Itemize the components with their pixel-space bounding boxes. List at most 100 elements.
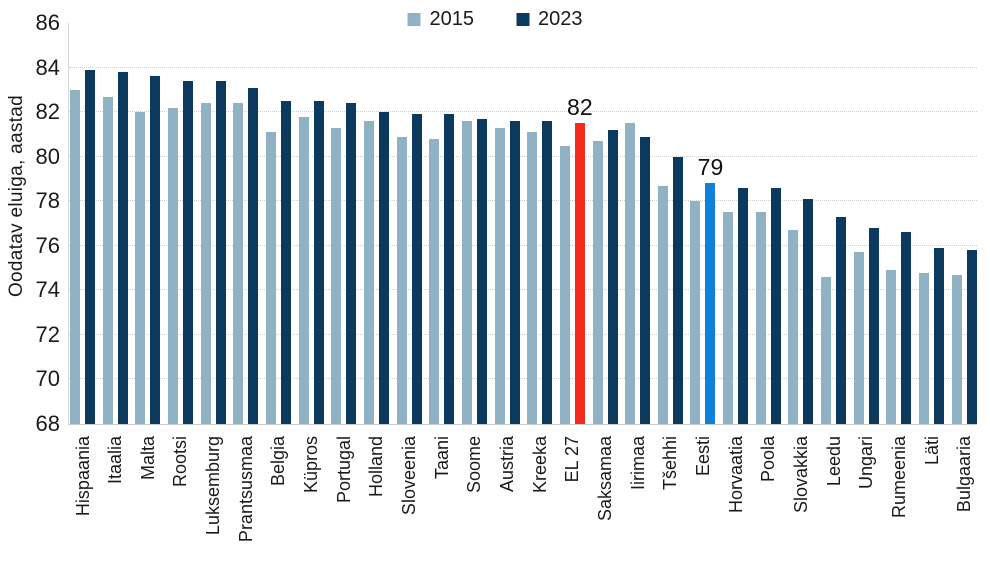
gridline [69,333,977,335]
bar-group: Itaalia [102,23,128,484]
x-axis-category-label: Rootsi [170,436,191,488]
bar-group: Tšehhi [657,23,683,490]
bar-2023 [248,87,259,424]
y-tick-label: 82 [35,99,60,125]
x-axis-category-label: EL 27 [562,436,583,483]
bar-2015 [853,252,864,424]
x-axis-category-label: Slovakkia [790,436,811,514]
bar-group: Rootsi [167,23,193,487]
bar-2015 [494,127,505,424]
bar-group: Poola [755,23,781,482]
y-tick-label: 70 [35,366,60,392]
y-tick-label: 80 [35,143,60,169]
bar-2015 [265,132,276,424]
bar-2015 [527,132,538,424]
bar-group: 79 Eesti [690,23,723,476]
bar-2023 [966,250,977,424]
x-axis-category-label: Portugal [333,436,354,504]
bar-2023 [476,118,487,424]
bar-groups: Hispaania Itaalia Malta Rootsi Luksemburg Pra… [70,23,977,542]
legend-label: 2015 [429,8,475,30]
legend-label: 2023 [538,8,583,30]
bar-2015 [821,276,832,424]
x-axis-category-label: Sloveenia [399,436,420,516]
y-tick-label: 68 [35,411,60,436]
bar-group: Austria [494,23,520,492]
bar-2023 [640,136,651,424]
gridline [69,66,977,68]
bar-2015 [886,270,897,424]
x-axis-category-label: Kreeka [529,436,550,494]
bar-2023 [738,187,749,424]
bar-2023 [150,76,161,424]
bar-group: Taani [429,23,455,479]
x-axis-category-label: Saksamaa [595,436,615,522]
bar-group: Prantsusmaa [233,23,259,542]
bar-2015 [233,103,244,424]
bar-2015 [919,272,930,424]
bar-group: Rumeenia [886,23,912,518]
bar-group: Soome [461,23,487,493]
bar-group: Leedu [821,23,847,486]
bar-2023 [378,112,389,424]
bar-2015 [755,212,766,424]
bar-2015 [102,96,113,424]
bar-group: Belgia [265,23,291,486]
x-axis-category-label: Leedu [823,436,844,487]
x-axis-category-label: Läti [921,436,942,466]
x-axis-category-label: Malta [137,436,158,481]
gridline [69,155,977,157]
bar-2023 [803,199,814,424]
bar-2023 [705,183,716,424]
bar-2023 [85,69,95,424]
plot-area: Hispaania Itaalia Malta Rootsi Luksemburg Pra… [68,23,977,542]
x-axis-category-label: Eesti [692,436,713,477]
bar-2023 [836,216,847,424]
bar-2015 [461,121,472,424]
gridline [69,244,977,246]
bar-group: Luksemburg [200,23,226,535]
x-axis-category-label: Horvaatia [725,436,746,514]
bar-2015 [331,127,342,424]
bar-2015 [559,145,570,424]
bar-group: Slovakkia [788,23,814,513]
bar-2023 [444,114,455,424]
bar-group: Bulgaaria [951,23,977,512]
x-axis-category-label: Poola [758,436,779,483]
bar-2015 [429,138,440,424]
bar-2023 [770,187,781,424]
bar-group: Holland [363,23,389,497]
x-axis-category-label: Prantsusmaa [235,436,256,543]
bar-2015 [396,136,407,424]
y-axis-tick-labels: 86 84 82 80 78 76 74 72 70 68 [0,12,60,435]
y-tick-label: 76 [35,232,60,258]
bar-2023 [346,103,357,424]
bar-2023 [672,156,683,424]
x-axis-category-label: Luksemburg [203,436,224,536]
bar-2015 [135,112,146,424]
bar-group: Küpros [298,23,324,493]
x-axis-category-label: Küpros [301,436,322,494]
legend-item-2023: 2023 [516,8,583,31]
legend-item-2015: 2015 [407,8,475,31]
y-tick-label: 86 [35,10,60,35]
bar-2023 [117,72,128,424]
x-axis-category-label: Holland [366,436,387,498]
bar-2015 [363,121,374,424]
bar-group: Iirimaa [625,23,651,490]
bar-2023 [868,227,879,424]
bar-group: Hispaania [70,23,95,516]
x-axis-category-label: Rumeenia [888,436,909,519]
x-axis-category-label: Taani [431,436,452,480]
bar-group: Saksamaa [592,23,618,521]
bar-2023 [411,114,422,424]
x-axis-category-label: Bulgaaria [954,436,975,513]
bar-2023 [934,248,945,424]
gridline [69,200,977,202]
bar-2015 [298,116,309,424]
bar-2015 [723,212,734,424]
bar-2015 [788,230,799,424]
bar-2015 [690,201,701,424]
bar-2023 [182,80,193,424]
